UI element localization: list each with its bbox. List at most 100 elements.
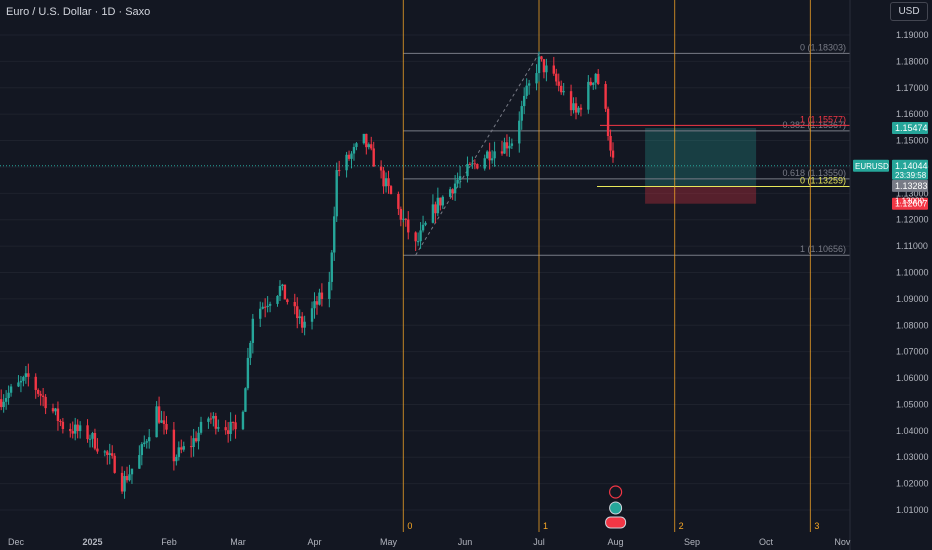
candle-body[interactable] bbox=[310, 308, 314, 322]
candle-body[interactable] bbox=[155, 406, 158, 438]
candle-body[interactable] bbox=[106, 451, 109, 455]
candle-body[interactable] bbox=[96, 448, 99, 452]
candle-body[interactable] bbox=[189, 446, 193, 448]
candle-body[interactable] bbox=[2, 401, 5, 408]
long-position-stop-zone[interactable] bbox=[645, 185, 757, 204]
candle-body[interactable] bbox=[350, 153, 353, 159]
candle-body[interactable] bbox=[333, 216, 336, 253]
candle-body[interactable] bbox=[286, 299, 289, 303]
candle-body[interactable] bbox=[419, 230, 422, 242]
candle-body[interactable] bbox=[194, 438, 198, 442]
candle-body[interactable] bbox=[597, 73, 600, 85]
candle-body[interactable] bbox=[552, 65, 556, 74]
candle-body[interactable] bbox=[379, 166, 383, 171]
candle-body[interactable] bbox=[577, 107, 580, 113]
candle-body[interactable] bbox=[76, 424, 79, 432]
trend-connector[interactable] bbox=[415, 53, 540, 256]
event-earnings-icon[interactable] bbox=[609, 501, 623, 515]
candle-body[interactable] bbox=[389, 186, 393, 194]
candle-body[interactable] bbox=[157, 406, 161, 423]
candle-body[interactable] bbox=[434, 204, 437, 214]
candle-body[interactable] bbox=[458, 176, 462, 180]
candle-body[interactable] bbox=[431, 204, 435, 223]
candle-body[interactable] bbox=[214, 415, 218, 429]
candle-body[interactable] bbox=[542, 59, 546, 73]
candle-body[interactable] bbox=[508, 145, 511, 149]
candle-body[interactable] bbox=[441, 196, 444, 206]
candle-body[interactable] bbox=[545, 65, 548, 73]
candle-body[interactable] bbox=[128, 474, 131, 481]
candle-body[interactable] bbox=[315, 301, 319, 305]
candle-body[interactable] bbox=[397, 193, 400, 209]
candle-body[interactable] bbox=[500, 151, 504, 154]
candle-body[interactable] bbox=[488, 151, 491, 161]
candle-body[interactable] bbox=[224, 427, 227, 431]
candle-body[interactable] bbox=[535, 73, 538, 84]
candle-body[interactable] bbox=[337, 170, 341, 172]
candle-body[interactable] bbox=[108, 453, 111, 455]
candle-body[interactable] bbox=[209, 418, 213, 420]
candle-body[interactable] bbox=[609, 135, 612, 151]
candle-body[interactable] bbox=[456, 179, 459, 184]
candle-body[interactable] bbox=[352, 146, 356, 154]
candle-body[interactable] bbox=[372, 148, 375, 167]
candle-body[interactable] bbox=[226, 430, 230, 434]
candle-body[interactable] bbox=[293, 302, 296, 307]
candle-body[interactable] bbox=[140, 444, 144, 456]
candle-body[interactable] bbox=[123, 476, 126, 492]
candle-body[interactable] bbox=[560, 85, 563, 93]
candle-body[interactable] bbox=[399, 208, 403, 220]
candle-body[interactable] bbox=[266, 305, 269, 308]
candle-body[interactable] bbox=[476, 164, 479, 169]
candle-body[interactable] bbox=[330, 252, 333, 282]
candle-body[interactable] bbox=[382, 170, 385, 187]
candle-body[interactable] bbox=[231, 421, 235, 423]
candle-body[interactable] bbox=[579, 107, 583, 110]
currency-button[interactable]: USD bbox=[890, 2, 928, 21]
candle-body[interactable] bbox=[197, 432, 200, 442]
candle-body[interactable] bbox=[387, 178, 390, 187]
candle-body[interactable] bbox=[525, 85, 528, 96]
candle-body[interactable] bbox=[592, 82, 595, 85]
candle-body[interactable] bbox=[276, 295, 279, 304]
candle-body[interactable] bbox=[261, 306, 264, 309]
candle-body[interactable] bbox=[24, 373, 28, 378]
candle-body[interactable] bbox=[604, 84, 607, 109]
candle-body[interactable] bbox=[113, 455, 116, 473]
candle-body[interactable] bbox=[283, 284, 287, 300]
candle-body[interactable] bbox=[145, 441, 148, 443]
candle-body[interactable] bbox=[320, 292, 324, 299]
candle-body[interactable] bbox=[263, 306, 267, 308]
candle-body[interactable] bbox=[518, 120, 521, 144]
candle-body[interactable] bbox=[278, 286, 282, 296]
candle-body[interactable] bbox=[217, 427, 220, 429]
candle-body[interactable] bbox=[61, 421, 65, 429]
candle-body[interactable] bbox=[192, 438, 195, 448]
candle-body[interactable] bbox=[345, 154, 348, 171]
candle-body[interactable] bbox=[120, 472, 124, 492]
candle-body[interactable] bbox=[177, 447, 181, 457]
candle-body[interactable] bbox=[251, 318, 255, 343]
candle-body[interactable] bbox=[562, 91, 565, 93]
candle-body[interactable] bbox=[34, 376, 37, 390]
candle-body[interactable] bbox=[557, 81, 560, 86]
candle-body[interactable] bbox=[27, 373, 30, 377]
candle-body[interactable] bbox=[74, 424, 77, 434]
candle-body[interactable] bbox=[468, 164, 472, 166]
candle-body[interactable] bbox=[130, 468, 134, 475]
candle-body[interactable] bbox=[148, 437, 151, 442]
candle-body[interactable] bbox=[44, 396, 47, 409]
candle-body[interactable] bbox=[7, 392, 10, 399]
candle-body[interactable] bbox=[22, 377, 25, 381]
candle-body[interactable] bbox=[281, 284, 284, 287]
candle-body[interactable] bbox=[300, 316, 304, 328]
candle-body[interactable] bbox=[313, 301, 316, 309]
candle-body[interactable] bbox=[103, 451, 107, 453]
candle-body[interactable] bbox=[111, 453, 114, 456]
candle-body[interactable] bbox=[569, 91, 573, 111]
candle-body[interactable] bbox=[138, 455, 141, 469]
candle-body[interactable] bbox=[587, 81, 590, 110]
candle-body[interactable] bbox=[402, 218, 405, 220]
candle-body[interactable] bbox=[268, 303, 272, 306]
candle-body[interactable] bbox=[439, 197, 442, 206]
